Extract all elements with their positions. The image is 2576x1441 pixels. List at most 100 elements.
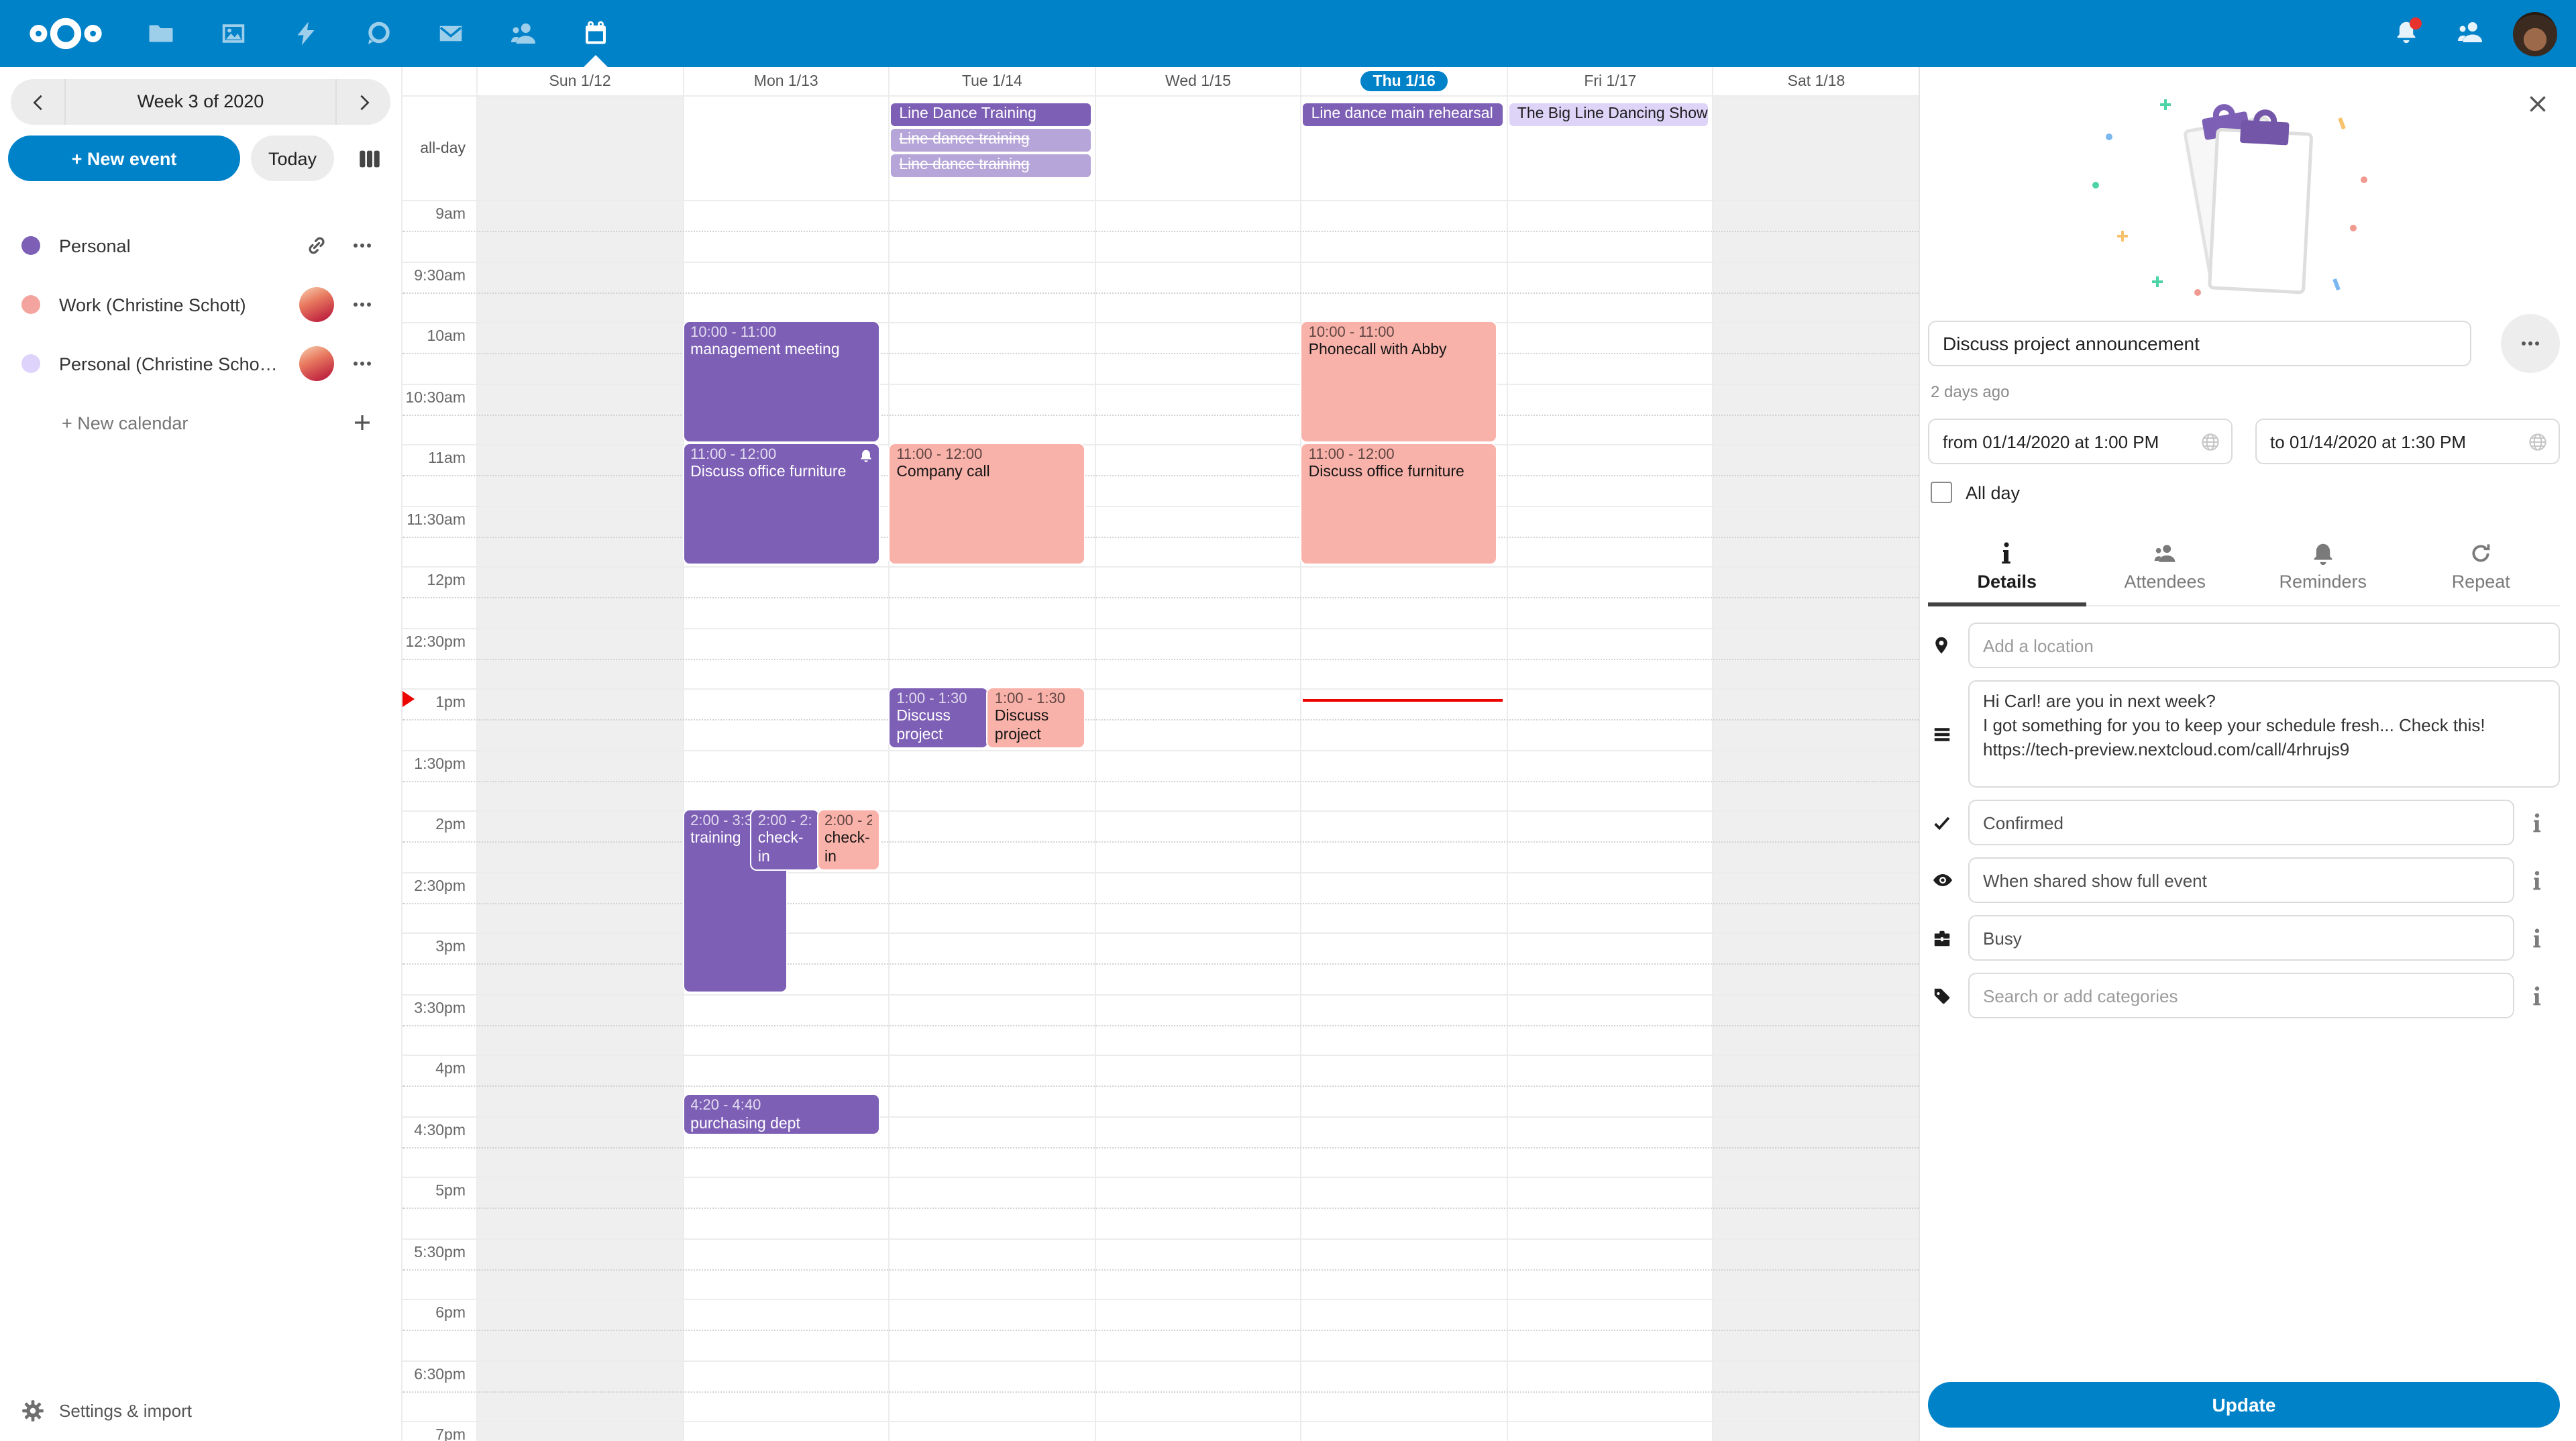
- info-button[interactable]: [2514, 811, 2560, 834]
- tab-repeat[interactable]: Repeat: [2402, 535, 2561, 605]
- all-day-event[interactable]: The Big Line Dancing Show: [1509, 103, 1709, 126]
- update-button[interactable]: Update: [1928, 1382, 2560, 1428]
- repeat-icon: [2469, 542, 2493, 565]
- tab-attendees[interactable]: Attendees: [2086, 535, 2245, 605]
- calendar-event[interactable]: 11:00 - 12:00 Company call: [890, 444, 1085, 564]
- calendar-list-item[interactable]: Personal (Christine Scho…: [0, 334, 401, 393]
- app-calendar-button[interactable]: [566, 0, 625, 67]
- all-day-column[interactable]: [1094, 97, 1300, 200]
- notifications-button[interactable]: [2376, 0, 2435, 67]
- nextcloud-logo-icon[interactable]: [21, 9, 110, 58]
- app-photos-button[interactable]: [204, 0, 263, 67]
- day-header-label: Tue 1/14: [961, 73, 1022, 89]
- all-day-event[interactable]: Line dance main rehearsal: [1303, 103, 1503, 126]
- new-calendar-button[interactable]: + New calendar: [0, 393, 401, 452]
- time-label: 6:30pm: [414, 1367, 466, 1383]
- day-column[interactable]: [1712, 200, 1919, 1441]
- tag-icon: [1932, 985, 1955, 1006]
- description-textarea[interactable]: Hi Carl! are you in next week? I got som…: [1968, 680, 2560, 788]
- current-time-line: [1303, 698, 1503, 702]
- today-button[interactable]: Today: [251, 136, 334, 181]
- globe-icon[interactable]: [2528, 431, 2548, 451]
- day-column[interactable]: 10:00 - 11:00 management meeting 11:00 - 1…: [682, 200, 888, 1441]
- day-column[interactable]: [1506, 200, 1713, 1441]
- all-day-column[interactable]: The Big Line Dancing Show: [1506, 97, 1713, 200]
- reminder-bell-icon: [858, 448, 873, 463]
- app-mail-button[interactable]: [421, 0, 480, 67]
- sidebar-actions: + New event Today: [8, 136, 393, 181]
- checkbox-icon[interactable]: [1931, 482, 1952, 503]
- app-files-button[interactable]: [131, 0, 191, 67]
- calendar-event[interactable]: 1:00 - 1:30 Discuss project: [987, 688, 1085, 747]
- calendar-color-dot: [21, 354, 40, 373]
- calendar-menu-button[interactable]: [339, 282, 385, 327]
- start-datetime-input[interactable]: from 01/14/2020 at 1:00 PM: [1928, 419, 2233, 464]
- all-day-event[interactable]: Line Dance Training: [891, 103, 1091, 126]
- calendar-event[interactable]: 10:00 - 11:00 Phonecall with Abby: [1301, 322, 1497, 441]
- all-day-column[interactable]: [476, 97, 683, 200]
- day-column[interactable]: 11:00 - 12:00 Company call 1:00 - 1:30 Disc…: [888, 200, 1094, 1441]
- info-button[interactable]: [2514, 984, 2560, 1007]
- all-day-column[interactable]: Line dance main rehearsal: [1300, 97, 1507, 200]
- day-header[interactable]: Mon 1/13: [682, 67, 888, 95]
- day-header[interactable]: Sun 1/12: [476, 67, 682, 95]
- previous-week-button[interactable]: [11, 79, 64, 125]
- all-day-event[interactable]: Line dance training: [891, 154, 1091, 177]
- event-time: 10:00 - 11:00: [690, 325, 777, 341]
- new-event-button[interactable]: + New event: [8, 136, 240, 181]
- event-title: Discuss office furniture: [690, 464, 847, 481]
- property-row: Search or add categories: [1928, 973, 2560, 1018]
- calendar-menu-button[interactable]: [339, 223, 385, 268]
- all-day-column[interactable]: [682, 97, 888, 200]
- calendar-menu-button[interactable]: [339, 341, 385, 386]
- day-column[interactable]: [476, 200, 683, 1441]
- event-title: check-in: [824, 831, 870, 866]
- day-header[interactable]: Tue 1/14: [888, 67, 1094, 95]
- property-select[interactable]: When shared show full event: [1968, 857, 2514, 903]
- tab-details[interactable]: Details: [1928, 535, 2086, 606]
- all-day-checkbox[interactable]: All day: [1931, 482, 2557, 503]
- day-header-row: Sun 1/12 Mon 1/13 Tue 1/14 Wed 1/15 Thu 1/16…: [402, 67, 1919, 97]
- day-column[interactable]: [1094, 200, 1300, 1441]
- calendar-event[interactable]: 11:00 - 12:00 Discuss office furniture: [1301, 444, 1497, 564]
- next-week-button[interactable]: [337, 79, 390, 125]
- calendar-event[interactable]: 2:00 - 2:30 check-in: [818, 810, 879, 869]
- info-button[interactable]: [2514, 869, 2560, 892]
- all-day-event[interactable]: Line dance training: [891, 129, 1091, 152]
- mail-icon: [437, 20, 464, 47]
- calendar-list-item[interactable]: Work (Christine Schott): [0, 275, 401, 334]
- calendar-event[interactable]: 11:00 - 12:00 Discuss office furniture: [684, 444, 879, 564]
- calendar-event[interactable]: 2:00 - 2:30 check-in: [751, 810, 819, 869]
- day-header[interactable]: Sat 1/18: [1712, 67, 1919, 95]
- day-header[interactable]: Fri 1/17: [1506, 67, 1713, 95]
- all-day-column[interactable]: Line Dance Training Line dance training Li…: [888, 97, 1094, 200]
- event-title-input[interactable]: [1928, 321, 2471, 366]
- day-column[interactable]: 10:00 - 11:00 Phonecall with Abby 11:00 - …: [1300, 200, 1507, 1441]
- calendar-list-item[interactable]: Personal: [0, 216, 401, 275]
- globe-icon[interactable]: [2200, 431, 2220, 451]
- property-select[interactable]: Busy: [1968, 915, 2514, 961]
- calendar-event[interactable]: 10:00 - 11:00 management meeting: [684, 322, 879, 441]
- property-select[interactable]: Search or add categories: [1968, 973, 2514, 1018]
- user-avatar[interactable]: [2513, 11, 2557, 56]
- time-label: 11:30am: [407, 512, 466, 528]
- app-activity-button[interactable]: [276, 0, 335, 67]
- day-header[interactable]: Wed 1/15: [1094, 67, 1300, 95]
- share-link-button[interactable]: [294, 223, 339, 268]
- app-contacts-button[interactable]: [494, 0, 553, 67]
- all-day-column[interactable]: [1712, 97, 1919, 200]
- info-button[interactable]: [2514, 926, 2560, 949]
- calendar-event[interactable]: 4:20 - 4:40 purchasing dept: [684, 1095, 879, 1134]
- view-toggle-button[interactable]: [345, 136, 393, 181]
- day-header[interactable]: Thu 1/16: [1300, 67, 1507, 95]
- location-input[interactable]: [1968, 623, 2560, 668]
- end-datetime-input[interactable]: to 01/14/2020 at 1:30 PM: [2255, 419, 2560, 464]
- settings-import-button[interactable]: Settings & import: [0, 1379, 401, 1441]
- property-select[interactable]: Confirmed: [1968, 800, 2514, 845]
- app-talk-button[interactable]: [349, 0, 408, 67]
- close-editor-button[interactable]: [2517, 83, 2557, 123]
- event-actions-button[interactable]: [2501, 314, 2560, 373]
- tab-reminders[interactable]: Reminders: [2244, 535, 2402, 605]
- contacts-menu-button[interactable]: [2440, 0, 2500, 67]
